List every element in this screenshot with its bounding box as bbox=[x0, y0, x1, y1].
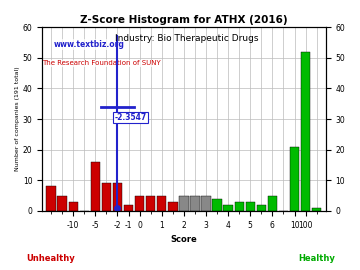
Bar bbox=[146, 195, 156, 211]
Bar bbox=[234, 202, 244, 211]
Text: -2.3547: -2.3547 bbox=[114, 113, 147, 122]
Text: The Research Foundation of SUNY: The Research Foundation of SUNY bbox=[42, 60, 161, 66]
Bar bbox=[113, 183, 122, 211]
Text: Industry: Bio Therapeutic Drugs: Industry: Bio Therapeutic Drugs bbox=[116, 34, 259, 43]
Text: Healthy: Healthy bbox=[298, 254, 335, 263]
Bar bbox=[290, 147, 299, 211]
Title: Z-Score Histogram for ATHX (2016): Z-Score Histogram for ATHX (2016) bbox=[80, 15, 288, 25]
Bar bbox=[201, 195, 211, 211]
Bar bbox=[301, 52, 310, 211]
Bar bbox=[46, 186, 56, 211]
Bar bbox=[246, 202, 255, 211]
Text: Unhealthy: Unhealthy bbox=[26, 254, 75, 263]
Bar bbox=[91, 162, 100, 211]
X-axis label: Score: Score bbox=[171, 235, 197, 244]
Bar bbox=[135, 195, 144, 211]
Text: www.textbiz.org: www.textbiz.org bbox=[54, 40, 125, 49]
Bar bbox=[157, 195, 166, 211]
Bar bbox=[224, 205, 233, 211]
Bar bbox=[268, 195, 277, 211]
Bar bbox=[124, 205, 133, 211]
Bar bbox=[312, 208, 321, 211]
Bar bbox=[257, 205, 266, 211]
Bar bbox=[68, 202, 78, 211]
Bar bbox=[212, 199, 222, 211]
Bar bbox=[190, 195, 200, 211]
Bar bbox=[58, 195, 67, 211]
Bar bbox=[102, 183, 111, 211]
Bar bbox=[168, 202, 177, 211]
Bar bbox=[179, 195, 189, 211]
Y-axis label: Number of companies (191 total): Number of companies (191 total) bbox=[15, 67, 20, 171]
